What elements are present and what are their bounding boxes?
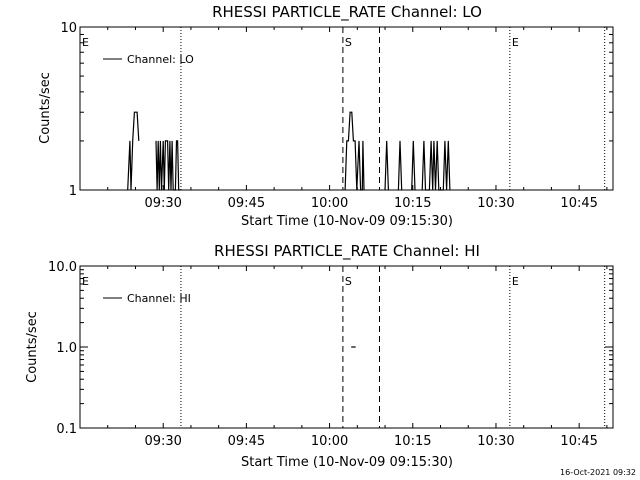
chart-title: RHESSI PARTICLE_RATE Channel: HI — [214, 242, 480, 261]
marker-label: E — [82, 275, 89, 288]
x-axis-label: Start Time (10-Nov-09 09:15:30) — [241, 214, 453, 229]
series-line — [127, 111, 451, 191]
x-tick-label: 09:45 — [228, 196, 265, 211]
y-axis-label: Counts/sec — [38, 72, 53, 144]
x-axis-label: Start Time (10-Nov-09 09:15:30) — [241, 455, 453, 470]
chart-panel-lo: RHESSI PARTICLE_RATE Channel: LO Counts/… — [38, 3, 614, 229]
y-tick-label: 10 — [60, 21, 77, 36]
marker-label: E — [82, 36, 89, 49]
x-tick-label: 09:30 — [144, 434, 181, 449]
legend-label: Channel: HI — [127, 292, 191, 305]
y-tick-label: 0.1 — [56, 422, 77, 437]
x-tick-label: 10:15 — [394, 434, 431, 449]
chart-title: RHESSI PARTICLE_RATE Channel: LO — [212, 3, 482, 22]
x-tick-label: 10:30 — [477, 196, 514, 211]
marker-label: E — [512, 275, 519, 288]
x-tick-label: 10:30 — [477, 434, 514, 449]
x-tick-label: 10:00 — [311, 434, 348, 449]
plot-frame — [79, 265, 614, 429]
x-tick-label: 10:45 — [560, 196, 597, 211]
marker-label: E — [512, 36, 519, 49]
footer-timestamp: 16-Oct-2021 09:32 — [560, 468, 636, 477]
x-tick-label: 10:45 — [560, 434, 597, 449]
y-tick-label: 10.0 — [48, 260, 77, 275]
chart-panel-hi: RHESSI PARTICLE_RATE Channel: HI Counts/… — [25, 242, 614, 470]
y-tick-label: 1.0 — [56, 341, 77, 356]
x-tick-label: 09:30 — [144, 196, 181, 211]
marker-label: S — [345, 36, 352, 49]
y-tick-label: 1 — [69, 184, 77, 199]
y-axis-label: Counts/sec — [25, 311, 40, 383]
marker-label: S — [345, 275, 352, 288]
x-tick-label: 10:00 — [311, 196, 348, 211]
x-tick-label: 10:15 — [394, 196, 431, 211]
x-tick-label: 09:45 — [228, 434, 265, 449]
legend-label: Channel: LO — [127, 53, 194, 66]
